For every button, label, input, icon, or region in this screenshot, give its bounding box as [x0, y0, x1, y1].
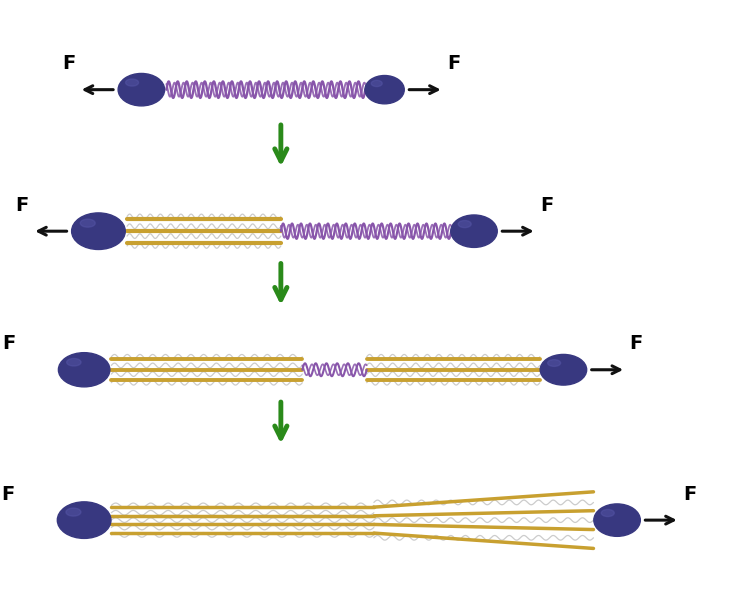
Ellipse shape	[125, 79, 139, 86]
Ellipse shape	[458, 221, 471, 228]
Ellipse shape	[57, 502, 111, 538]
Text: F: F	[683, 484, 697, 504]
Text: F: F	[629, 334, 643, 353]
Text: F: F	[540, 196, 554, 215]
Text: F: F	[2, 334, 16, 353]
Ellipse shape	[602, 509, 614, 517]
Text: F: F	[447, 54, 460, 73]
Ellipse shape	[118, 74, 164, 106]
Ellipse shape	[451, 215, 497, 248]
Ellipse shape	[365, 75, 404, 104]
Ellipse shape	[548, 359, 561, 367]
Ellipse shape	[371, 80, 382, 87]
Text: F: F	[62, 54, 75, 73]
Ellipse shape	[58, 353, 110, 387]
Ellipse shape	[594, 504, 640, 536]
Text: F: F	[2, 484, 14, 504]
Ellipse shape	[80, 219, 95, 227]
Ellipse shape	[66, 508, 81, 516]
Ellipse shape	[540, 355, 586, 385]
Text: F: F	[16, 196, 28, 215]
Ellipse shape	[72, 213, 125, 249]
Ellipse shape	[67, 358, 81, 366]
